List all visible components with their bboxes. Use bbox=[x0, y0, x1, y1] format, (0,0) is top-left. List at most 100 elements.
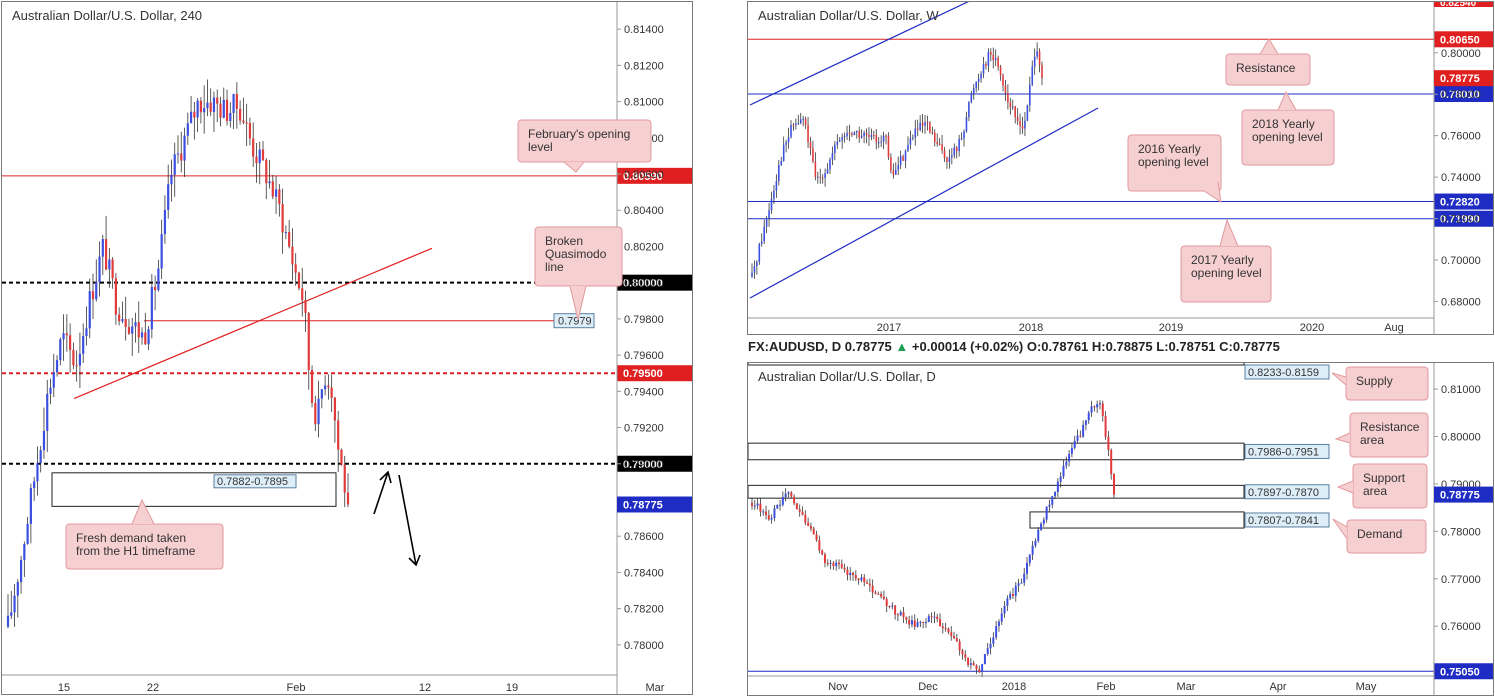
price-tag-label: 0.78775 bbox=[1440, 490, 1480, 502]
candle-body bbox=[882, 135, 885, 142]
candle-body bbox=[189, 111, 193, 124]
candle-body bbox=[1065, 461, 1068, 466]
candle-body bbox=[225, 99, 229, 121]
y-tick-label: 0.79400 bbox=[624, 386, 664, 398]
candle-body bbox=[1009, 102, 1012, 108]
candle-body bbox=[265, 160, 268, 184]
daily-chart[interactable]: 0.75050 0.8233-0.8159 0.7986-0.7951 0.7897-… bbox=[748, 363, 1494, 696]
y-tick-label: 0.78000 bbox=[1441, 526, 1481, 538]
candle-body bbox=[865, 132, 868, 135]
candle-body bbox=[758, 243, 761, 262]
callout-supply-pointer bbox=[1331, 372, 1347, 386]
candle-body bbox=[157, 268, 160, 291]
y-tick-label: 0.78400 bbox=[624, 567, 664, 579]
candle-body bbox=[863, 577, 866, 583]
candle-body bbox=[82, 335, 85, 354]
candle-body bbox=[762, 511, 765, 513]
callout-fresh-demand-text: Fresh demand taken bbox=[76, 531, 186, 545]
candle-body bbox=[816, 176, 819, 178]
candle-body bbox=[281, 204, 284, 233]
y-tick-label: 0.79800 bbox=[624, 314, 664, 326]
candle-body bbox=[860, 136, 863, 138]
candle-body bbox=[857, 578, 860, 581]
y-tick-label: 0.80000 bbox=[1441, 432, 1481, 444]
h4-chart-panel[interactable]: 0.80590 0.80000 0.79500 0.79000 0.7979 0.7882… bbox=[1, 1, 693, 695]
candle-body bbox=[933, 132, 936, 142]
candle-body bbox=[1011, 594, 1014, 596]
candle-body bbox=[150, 286, 153, 330]
candle-body bbox=[1110, 449, 1113, 475]
candle-body bbox=[242, 120, 245, 123]
down-arrow-icon bbox=[398, 474, 421, 567]
weekly-chart-panel[interactable]: 0.80650 0.78010 0.72820 0.71990 0.80000 0.780… bbox=[747, 1, 1494, 335]
candle-body bbox=[1017, 583, 1020, 586]
low-value: L:0.78751 bbox=[1156, 339, 1216, 354]
callout-demand-pointer bbox=[1332, 518, 1348, 540]
candle-body bbox=[899, 612, 902, 616]
candle-body bbox=[787, 492, 790, 494]
weekly-chart[interactable]: 0.80650 0.78010 0.72820 0.71990 0.80000 0.780… bbox=[748, 2, 1494, 335]
candle-body bbox=[972, 88, 975, 94]
candle-body bbox=[13, 595, 16, 613]
candle-body bbox=[814, 161, 817, 178]
candle-body bbox=[232, 94, 235, 113]
candle-body bbox=[1042, 519, 1045, 524]
callout-support-area-box bbox=[1352, 463, 1428, 509]
candle-body bbox=[916, 622, 919, 627]
callout-fresh-demand-text: from the H1 timeframe bbox=[76, 544, 196, 558]
candle-body bbox=[778, 164, 780, 182]
candle-body bbox=[274, 189, 278, 197]
candle-body bbox=[6, 615, 10, 627]
candle-body bbox=[802, 118, 804, 120]
candle-body bbox=[829, 159, 831, 170]
candle-body bbox=[986, 648, 989, 655]
candle-body bbox=[271, 181, 274, 197]
candle-body bbox=[88, 291, 91, 329]
price-tag-label: 0.80650 bbox=[1440, 34, 1480, 46]
candle-body bbox=[994, 58, 997, 61]
price-tag-label: 0.78775 bbox=[623, 500, 663, 512]
candle-body bbox=[838, 140, 841, 142]
candle-body bbox=[1045, 506, 1048, 520]
candle-body bbox=[902, 612, 905, 618]
x-tick-label: Mar bbox=[646, 682, 665, 694]
candle-body bbox=[831, 153, 834, 160]
candle-body bbox=[173, 154, 176, 175]
y-tick-label: 0.78600 bbox=[624, 531, 664, 543]
candle-body bbox=[990, 51, 992, 55]
candle-body bbox=[1014, 585, 1017, 596]
candle-body bbox=[846, 132, 848, 137]
callout-february-opening-text: February's opening bbox=[528, 127, 630, 141]
candle-body bbox=[890, 157, 892, 171]
candle-body bbox=[49, 387, 52, 394]
candle-body bbox=[967, 657, 970, 665]
h4-chart[interactable]: 0.80590 0.80000 0.79500 0.79000 0.7979 0.7882… bbox=[2, 2, 693, 695]
candle-body bbox=[196, 100, 199, 118]
candle-body bbox=[834, 144, 836, 154]
candle-body bbox=[770, 198, 773, 211]
candle-body bbox=[42, 430, 46, 451]
candle-body bbox=[941, 144, 943, 151]
candle-body bbox=[261, 149, 265, 161]
candle-body bbox=[121, 319, 124, 322]
candle-body bbox=[972, 663, 975, 666]
daily-chart-panel[interactable]: 0.75050 0.8233-0.8159 0.7986-0.7951 0.7897-… bbox=[747, 362, 1494, 696]
candle-body bbox=[875, 134, 878, 143]
candle-body bbox=[870, 134, 873, 138]
callout-resistance-area-pointer bbox=[1334, 432, 1351, 444]
callout-resistance-pointer bbox=[1259, 38, 1279, 55]
candle-body bbox=[781, 497, 784, 505]
candle-body bbox=[163, 209, 167, 235]
x-tick-label: 2019 bbox=[1159, 322, 1183, 334]
candle-body bbox=[795, 123, 797, 126]
zone-label-box bbox=[1244, 512, 1330, 528]
candle-body bbox=[1079, 435, 1082, 437]
y-tick-label: 0.80000 bbox=[1441, 48, 1481, 60]
candle-body bbox=[1037, 529, 1040, 541]
y-tick-label: 0.70000 bbox=[1441, 255, 1481, 267]
price-tag-label: 0.79500 bbox=[623, 368, 663, 380]
candle-body bbox=[1029, 84, 1031, 106]
candle-body bbox=[219, 103, 222, 118]
candle-body bbox=[1098, 403, 1101, 405]
